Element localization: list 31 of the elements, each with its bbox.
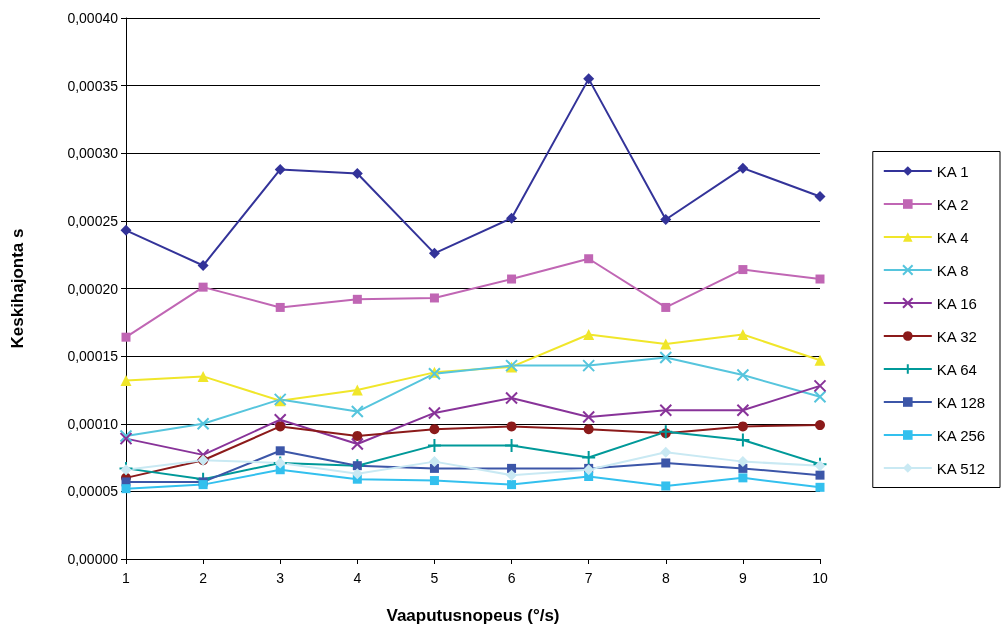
legend-label: KA 128 <box>936 393 986 411</box>
x-tick-label: 6 <box>507 570 516 586</box>
x-tick-label: 3 <box>276 570 285 586</box>
legend-label: KA 16 <box>936 294 977 312</box>
y-tick-label: 0,00030 <box>67 145 119 162</box>
y-tick-label: 0,00035 <box>67 77 119 94</box>
legend-label: KA 32 <box>936 327 977 345</box>
x-tick-label: 9 <box>738 570 747 586</box>
y-axis-title: Keskihajonta s <box>8 228 27 349</box>
x-tick-label: 4 <box>353 570 362 586</box>
x-tick-label: 10 <box>812 570 828 586</box>
y-tick-label: 0,00005 <box>67 483 119 500</box>
y-tick-label: 0,00040 <box>67 10 119 26</box>
legend-label: KA 512 <box>936 459 986 477</box>
legend-label: KA 1 <box>936 162 969 180</box>
legend-label: KA 256 <box>936 426 986 444</box>
y-tick-label: 0,00015 <box>67 348 119 365</box>
x-tick-label: 5 <box>430 570 439 586</box>
y-tick-label: 0,00000 <box>67 551 119 567</box>
legend-label: KA 8 <box>936 261 969 279</box>
x-tick-label: 7 <box>584 570 593 586</box>
y-tick-label: 0,00020 <box>67 280 119 297</box>
y-tick-label: 0,00010 <box>67 415 119 432</box>
x-axis-title: Vaaputusnopeus (°/s) <box>386 606 560 625</box>
legend-label: KA 64 <box>936 360 977 378</box>
x-tick-label: 1 <box>122 570 131 586</box>
legend-label: KA 2 <box>936 195 969 213</box>
x-tick-label: 2 <box>199 570 208 586</box>
y-tick-label: 0,00025 <box>67 212 119 229</box>
x-tick-label: 8 <box>661 570 670 586</box>
legend-label: KA 4 <box>936 228 969 246</box>
